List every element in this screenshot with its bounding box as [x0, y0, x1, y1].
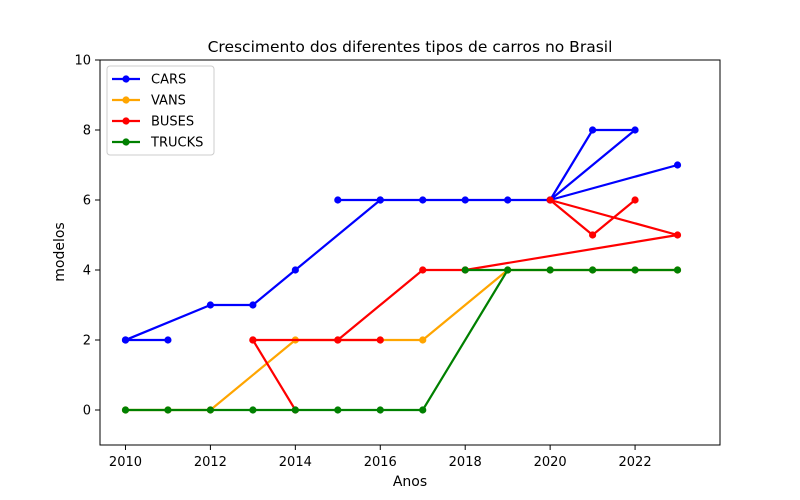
legend-item: TRUCKS — [112, 136, 203, 151]
data-point-buses — [376, 336, 384, 344]
data-point-cars — [291, 266, 299, 274]
legend-marker — [122, 96, 130, 104]
data-point-cars — [504, 196, 512, 204]
data-point-cars — [631, 126, 639, 134]
data-point-cars — [249, 301, 257, 309]
legend: CARS VANS BUSES TRUCKS — [106, 65, 215, 156]
legend-label: TRUCKS — [150, 136, 203, 151]
legend-marker — [122, 117, 130, 125]
data-point-trucks — [334, 406, 342, 414]
plot-frame — [99, 59, 721, 446]
data-point-cars — [419, 196, 427, 204]
series-cars — [121, 126, 682, 344]
x-tick-label: 2018 — [449, 455, 482, 470]
x-tick-label: 2022 — [619, 455, 652, 470]
legend-label: BUSES — [151, 115, 194, 130]
data-point-trucks — [673, 266, 682, 274]
series-line-buses — [251, 198, 679, 412]
legend-label: VANS — [151, 94, 186, 109]
x-tick-label: 2016 — [364, 455, 397, 470]
data-point-cars — [164, 336, 172, 344]
y-axis: 0 2 4 6 8 10 — [74, 54, 100, 419]
legend-item: CARS — [112, 73, 186, 88]
data-point-buses — [589, 231, 597, 239]
data-point-cars — [673, 161, 682, 169]
data-point-cars — [334, 196, 342, 204]
x-axis: 2010 2012 2014 2016 2018 2020 2022 — [109, 445, 652, 470]
series-buses — [249, 196, 682, 414]
plot-area — [121, 126, 682, 414]
data-point-buses — [673, 231, 682, 239]
data-point-trucks — [419, 406, 427, 414]
data-point-buses — [631, 196, 639, 204]
y-tick-label: 4 — [83, 264, 91, 279]
data-point-trucks — [291, 406, 299, 414]
legend-item: BUSES — [112, 115, 194, 130]
data-point-cars — [376, 196, 384, 204]
legend-label: CARS — [151, 73, 186, 88]
data-point-trucks — [461, 266, 469, 274]
data-point-trucks — [249, 406, 257, 414]
data-point-cars — [589, 126, 597, 134]
legend-box — [106, 65, 215, 156]
y-tick-label: 10 — [74, 54, 91, 69]
y-tick-label: 0 — [83, 404, 91, 419]
data-point-trucks — [546, 266, 554, 274]
legend-item: VANS — [112, 94, 186, 109]
data-point-trucks — [376, 406, 384, 414]
legend-marker — [122, 138, 130, 146]
data-point-cars — [206, 301, 215, 309]
data-point-trucks — [206, 406, 215, 414]
data-point-buses — [334, 336, 342, 344]
series-trucks — [121, 266, 682, 414]
series-line-trucks — [125, 268, 678, 412]
y-axis-title: modelos — [52, 222, 68, 281]
data-point-trucks — [589, 266, 597, 274]
x-tick-label: 2012 — [194, 455, 227, 470]
x-axis-title: Anos — [393, 474, 427, 490]
data-point-cars — [461, 196, 469, 204]
data-point-vans — [419, 336, 427, 344]
x-tick-label: 2010 — [109, 455, 142, 470]
data-point-buses — [419, 266, 427, 274]
data-point-cars — [121, 336, 130, 344]
data-point-trucks — [121, 406, 130, 414]
chart-title: Crescimento dos diferentes tipos de carr… — [208, 38, 613, 56]
x-tick-label: 2014 — [279, 455, 312, 470]
y-tick-label: 8 — [83, 124, 91, 139]
data-point-trucks — [504, 266, 512, 274]
data-point-buses — [546, 196, 554, 204]
data-point-buses — [249, 336, 257, 344]
y-tick-label: 2 — [83, 334, 91, 349]
data-point-trucks — [631, 266, 639, 274]
series-line-vans — [125, 268, 678, 412]
x-tick-label: 2020 — [534, 455, 567, 470]
data-point-trucks — [164, 406, 172, 414]
legend-marker — [122, 75, 130, 83]
y-tick-label: 6 — [83, 194, 91, 209]
